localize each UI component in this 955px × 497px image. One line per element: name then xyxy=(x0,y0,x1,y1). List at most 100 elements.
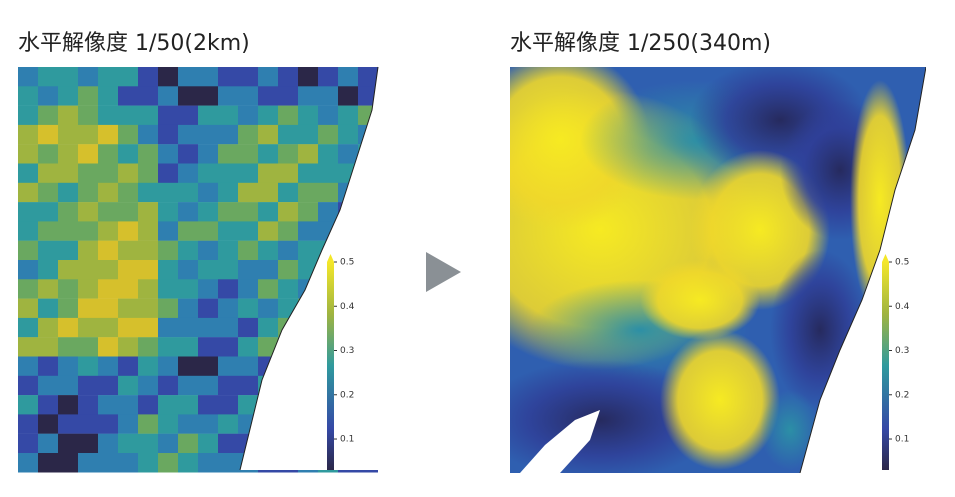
map-cell xyxy=(58,260,78,280)
map-cell xyxy=(298,182,318,203)
map-cell xyxy=(218,375,238,396)
map-cell xyxy=(118,240,138,261)
map-cell xyxy=(138,105,158,126)
map-cell xyxy=(58,182,78,203)
map-cell xyxy=(218,395,238,415)
map-cell xyxy=(298,240,318,261)
map-cell xyxy=(78,202,98,222)
map-cell xyxy=(258,182,278,203)
map-cell xyxy=(238,375,258,396)
map-cell xyxy=(298,67,318,87)
map-cell xyxy=(198,414,218,434)
map-cell xyxy=(18,375,38,396)
map-cell xyxy=(218,163,238,183)
map-cell xyxy=(238,356,258,376)
map-cell xyxy=(58,395,78,415)
map-cell xyxy=(78,182,98,203)
map-cell xyxy=(238,105,258,126)
map-cell xyxy=(38,144,58,164)
map-cell xyxy=(278,279,298,299)
map-cell xyxy=(38,453,58,473)
map-cell xyxy=(198,375,218,396)
map-cell xyxy=(258,298,278,319)
map-cell xyxy=(138,260,158,280)
map-cell xyxy=(198,433,218,454)
map-cell xyxy=(38,433,58,454)
map-cell xyxy=(278,86,298,106)
map-cell xyxy=(218,86,238,106)
map-cell xyxy=(198,144,218,164)
map-cell xyxy=(78,414,98,434)
map-cell xyxy=(258,124,278,145)
map-cell xyxy=(238,337,258,357)
map-cell xyxy=(98,414,118,434)
map-cell xyxy=(178,105,198,126)
map-cell xyxy=(198,124,218,145)
map-cell xyxy=(138,414,158,434)
map-cell xyxy=(118,433,138,454)
map-cell xyxy=(158,221,178,241)
map-cell xyxy=(38,414,58,434)
map-cell xyxy=(78,337,98,357)
map-cell xyxy=(198,163,218,183)
map-cell xyxy=(138,240,158,261)
colorbar: 0.1 0.2 0.3 0.4 0.5 xyxy=(882,254,910,470)
colorbar-scale xyxy=(327,262,334,470)
map-cell xyxy=(218,144,238,164)
map-cell xyxy=(238,395,258,415)
map-cell xyxy=(78,395,98,415)
map-cell xyxy=(38,182,58,203)
map-cell xyxy=(198,182,218,203)
map-cell xyxy=(218,182,238,203)
map-cell xyxy=(218,337,238,357)
map-cell xyxy=(38,105,58,126)
map-cell xyxy=(178,221,198,241)
map-cell xyxy=(198,317,218,338)
map-cell xyxy=(98,395,118,415)
map-cell xyxy=(178,453,198,473)
map-cell xyxy=(118,395,138,415)
map-cell xyxy=(118,202,138,222)
colorbar-tick-label: 0.1 xyxy=(340,435,354,445)
map-cell xyxy=(258,202,278,222)
map-cell xyxy=(98,182,118,203)
map-cell xyxy=(78,124,98,145)
map-cell xyxy=(218,433,238,454)
map-cell xyxy=(218,260,238,280)
map-cell xyxy=(158,414,178,434)
colorbar-extend xyxy=(327,254,334,262)
arrow xyxy=(426,252,461,292)
map-cell xyxy=(98,124,118,145)
map-cell xyxy=(138,453,158,473)
map-cell xyxy=(198,202,218,222)
map-cell xyxy=(58,86,78,106)
map-cell xyxy=(218,414,238,434)
map-cell xyxy=(298,144,318,164)
map-cell xyxy=(158,375,178,396)
map-cell xyxy=(258,163,278,183)
map-cell xyxy=(198,298,218,319)
map-cell xyxy=(218,67,238,87)
map-cell xyxy=(318,67,338,87)
map-cell xyxy=(38,221,58,241)
map-cell xyxy=(238,260,258,280)
map-cell xyxy=(198,86,218,106)
colorbar-tick-label: 0.2 xyxy=(895,390,909,400)
map-cell xyxy=(218,240,238,261)
map-cell xyxy=(318,163,338,183)
map-cell xyxy=(78,67,98,87)
map-cell xyxy=(138,144,158,164)
map-cell xyxy=(138,279,158,299)
map-cell xyxy=(178,317,198,338)
map-cell xyxy=(258,67,278,87)
map-cell xyxy=(178,144,198,164)
map-cell xyxy=(98,260,118,280)
map-cell xyxy=(238,67,258,87)
map-cell xyxy=(58,124,78,145)
map-cell xyxy=(158,105,178,126)
map-cell xyxy=(58,105,78,126)
map-cell xyxy=(98,105,118,126)
map-cell xyxy=(278,144,298,164)
map-cell xyxy=(98,337,118,357)
map-cell xyxy=(218,202,238,222)
